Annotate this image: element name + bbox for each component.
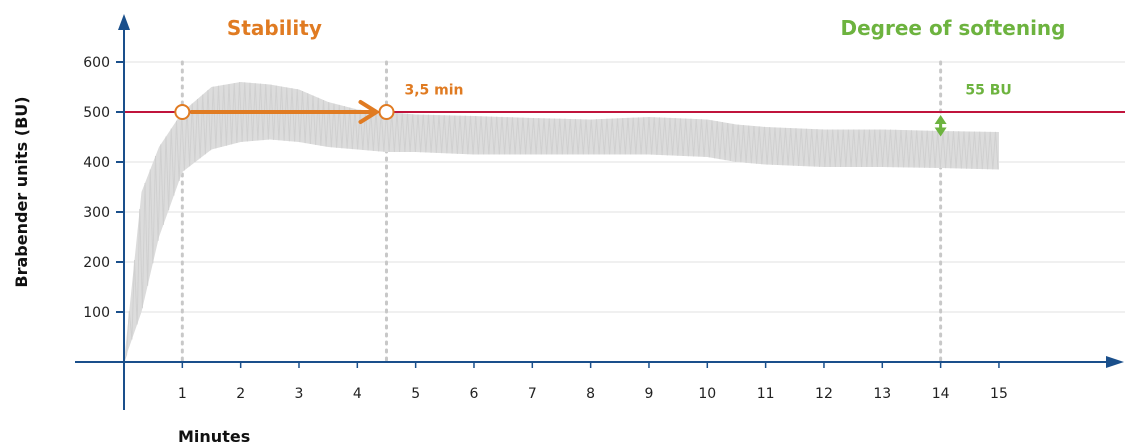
x-tick-label-15: 15	[990, 386, 1008, 402]
softening-title: Degree of softening	[841, 16, 1066, 40]
y-tick-label-100: 100	[83, 305, 110, 321]
x-tick-label-6: 6	[470, 386, 479, 402]
x-tick-label-3: 3	[295, 386, 304, 402]
softening-value-label: 55 BU	[965, 83, 1011, 99]
y-tick-label-300: 300	[83, 205, 110, 221]
y-axis-arrow-icon	[118, 14, 130, 30]
x-tick-label-4: 4	[353, 386, 362, 402]
band-area	[124, 82, 999, 362]
y-tick-label-200: 200	[83, 255, 110, 271]
x-tick-label-10: 10	[698, 386, 716, 402]
x-tick-label-14: 14	[932, 386, 950, 402]
softening-arrow-down-icon	[934, 127, 947, 137]
y-axis-label: Brabender units (BU)	[12, 96, 31, 287]
x-axis-label: Minutes	[178, 427, 250, 446]
stability-start-marker	[174, 104, 191, 120]
stability-title: Stability	[227, 16, 322, 40]
axes	[75, 14, 1124, 410]
stability-value-label: 3,5 min	[404, 83, 463, 99]
x-tick-label-11: 11	[757, 386, 775, 402]
x-tick-label-12: 12	[815, 386, 833, 402]
y-tick-label-500: 500	[83, 105, 110, 121]
data-band	[123, 82, 999, 363]
x-tick-label-9: 9	[645, 386, 654, 402]
stability-annotation: Stability 3,5 min	[174, 16, 464, 124]
stability-end-marker	[378, 104, 395, 120]
y-tick-label-400: 400	[83, 155, 110, 171]
x-tick-label-7: 7	[528, 386, 537, 402]
y-tick-label-600: 600	[83, 55, 110, 71]
x-axis-arrow-icon	[1106, 356, 1124, 368]
x-tick-label-5: 5	[411, 386, 420, 402]
x-tick-label-8: 8	[586, 386, 595, 402]
y-ticks: 100 200 300 400 500 600	[83, 55, 124, 321]
softening-arrow-up-icon	[934, 115, 947, 124]
softening-annotation: Degree of softening 55 BU	[841, 16, 1066, 137]
x-tick-label-13: 13	[873, 386, 891, 402]
x-tick-label-1: 1	[178, 386, 187, 402]
x-ticks: 1 2 3 4 5 6 7 8 9 10 11 12 13 14 15	[178, 362, 1008, 402]
x-tick-label-2: 2	[236, 386, 245, 402]
stability-arrowhead-icon	[358, 100, 379, 124]
